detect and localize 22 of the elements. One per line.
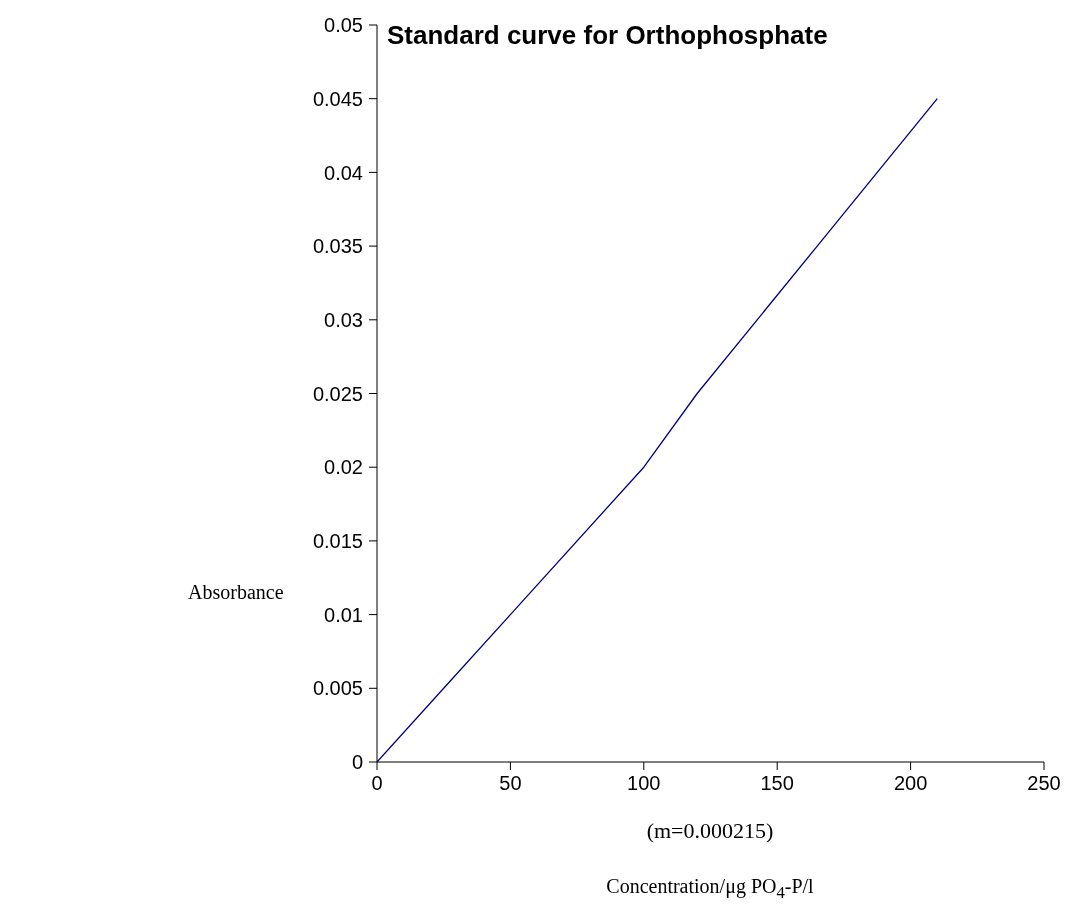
x-tick-label: 100: [627, 772, 661, 795]
chart-title: Standard curve for Orthophosphate: [387, 20, 828, 51]
y-tick-label: 0.02: [324, 456, 363, 479]
y-tick-label: 0.015: [312, 530, 363, 552]
text: (m=0.000215): [645, 818, 775, 844]
y-tick-label: 0.005: [312, 677, 363, 700]
x-tick-label: 150: [760, 772, 794, 795]
y-tick-label: 0.01: [324, 603, 363, 626]
y-tick-label: 0.04: [324, 161, 363, 184]
x-tick-label: 50: [499, 772, 522, 795]
y-tick-label: 0.05: [324, 14, 363, 37]
y-tick-label: 0.03: [324, 308, 363, 331]
y-axis-title: Absorbance: [188, 581, 284, 604]
x-tick-label: 200: [893, 772, 928, 795]
line-series: [377, 98, 938, 762]
y-tick-label: 0: [351, 751, 363, 774]
y-tick-label: 0.025: [312, 382, 363, 405]
x-tick-label: 250: [1027, 772, 1061, 795]
y-tick-label: 0.035: [312, 235, 363, 258]
x-axis-title: Concentration/μg PO$_{4}$-P/l: [605, 875, 815, 903]
x-tick-label: 0: [371, 772, 383, 795]
y-tick-label: 0.045: [312, 87, 363, 110]
